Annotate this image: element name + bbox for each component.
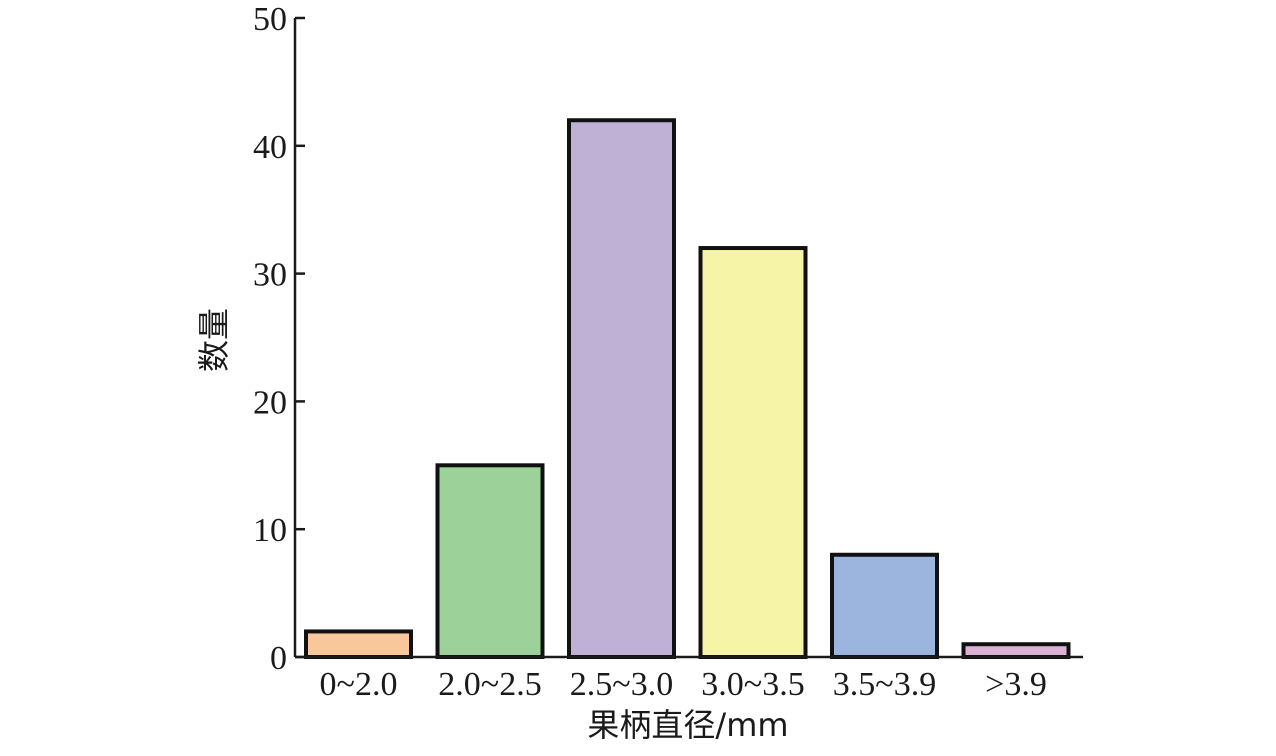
x-tick-label: 0~2.0 (320, 666, 398, 703)
bar (961, 642, 1071, 659)
bar (567, 118, 676, 660)
x-tick-label: 3.0~3.5 (701, 666, 804, 703)
x-ticks-group: 0~2.0 2.0~2.5 2.5~3.0 3.0~3.5 3.5~3.9 >3.9 (320, 666, 1047, 703)
bar (304, 629, 413, 660)
y-tick-label: 20 (253, 384, 287, 421)
y-tick-label: 0 (270, 640, 287, 677)
y-tick-label: 10 (253, 512, 287, 549)
y-tick-label: 50 (253, 1, 287, 38)
x-axis-label: 果柄直径/mm (587, 706, 788, 744)
y-ticks-group: 0 10 20 30 40 50 (253, 1, 305, 677)
y-tick-label: 30 (253, 257, 287, 294)
bars-group (304, 118, 1071, 660)
y-axis-label: 数量 (195, 308, 233, 372)
x-tick-label: 2.5~3.0 (570, 666, 673, 703)
x-tick-label: >3.9 (985, 666, 1047, 703)
x-tick-label: 2.0~2.5 (438, 666, 541, 703)
bar (830, 552, 939, 660)
axes-group (293, 18, 1083, 659)
x-tick-label: 3.5~3.9 (833, 666, 936, 703)
bar (435, 463, 545, 659)
y-tick-label: 40 (253, 129, 287, 166)
bar (698, 246, 808, 659)
